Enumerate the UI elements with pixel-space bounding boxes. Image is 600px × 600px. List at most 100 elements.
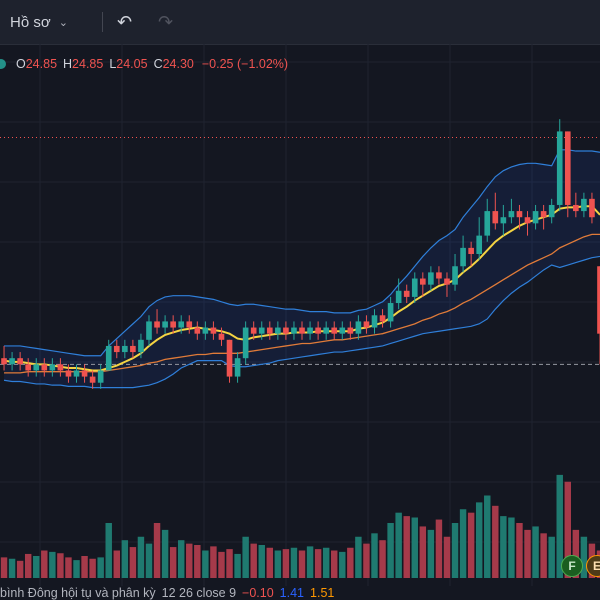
candle-body (508, 211, 515, 218)
candle-body (428, 272, 434, 285)
volume-bar (500, 516, 507, 578)
candle-body (371, 315, 378, 328)
volume-bar (564, 481, 572, 578)
candle-body (9, 358, 15, 365)
candle-body (331, 327, 338, 334)
candle-body (234, 358, 241, 377)
volume-bar (395, 512, 402, 578)
volume-bar (508, 517, 515, 578)
volume-bar (322, 547, 330, 578)
volume-bar (169, 547, 177, 578)
candle-body (49, 364, 56, 371)
volume-bar (89, 558, 96, 578)
volume-bar (186, 543, 193, 578)
volume-bar (121, 540, 129, 578)
volume-bar (492, 505, 499, 578)
volume-bar (435, 519, 443, 578)
candle-body (516, 211, 523, 218)
volume-bar (97, 557, 104, 578)
volume-bar (41, 550, 48, 578)
candle-body (460, 247, 466, 267)
candle-body (444, 278, 450, 285)
profile-dropdown[interactable]: Hồ sơ ⌄ (10, 10, 68, 34)
volume-bar (451, 523, 459, 578)
candle-body (226, 339, 233, 377)
candle-body (89, 376, 96, 383)
undo-icon[interactable]: ↶ (117, 11, 133, 32)
volume-bar (524, 529, 531, 578)
volume-bar (443, 536, 451, 578)
volume-bar (81, 556, 88, 578)
low-key: L (109, 57, 117, 71)
redo-icon[interactable]: ↷ (158, 11, 174, 32)
candle-body (41, 364, 48, 371)
open-key: O (16, 57, 26, 71)
volume-bar (475, 502, 483, 578)
candle-body (468, 247, 474, 254)
candle-body (1, 358, 7, 365)
profile-label: Hồ sơ (10, 13, 51, 31)
volume-bar (306, 546, 314, 578)
candle-body (548, 204, 555, 218)
volume-bar (194, 545, 201, 578)
candle-body (355, 321, 362, 334)
volume-bar (16, 560, 24, 578)
candle-body (122, 345, 128, 353)
candle-body (218, 333, 225, 340)
candle-body (339, 327, 346, 334)
volume-bar (145, 543, 153, 578)
candle-body (138, 339, 144, 353)
candle-body (556, 131, 563, 205)
volume-bar (371, 533, 378, 578)
volume-bar (459, 509, 467, 578)
candle-body (65, 370, 72, 377)
volume-bar (516, 523, 523, 578)
volume-bar (580, 536, 588, 578)
volume-bar (258, 545, 265, 578)
candle-body (275, 327, 281, 334)
volume-bar (250, 543, 257, 578)
candle-body (170, 321, 176, 328)
candle-body (540, 211, 547, 218)
candle-body (73, 370, 80, 377)
indicator-value-1: −0.10 (242, 586, 274, 600)
f-badge-icon[interactable]: F (561, 555, 583, 577)
volume-bar (218, 551, 225, 578)
candle-body (573, 204, 579, 212)
open-value: 24.85 (25, 57, 58, 71)
candle-body (130, 345, 136, 353)
candle-body (500, 217, 507, 224)
e-badge-icon[interactable]: E (586, 555, 600, 577)
candle-body (113, 345, 120, 353)
volume-bar (8, 558, 16, 578)
candle-body (484, 211, 491, 236)
price-chart[interactable] (0, 44, 600, 586)
candle-body (105, 345, 112, 371)
indicator-value-3: 1.51 (310, 586, 335, 600)
volume-bar (403, 516, 410, 578)
candle-body (202, 327, 209, 334)
volume-bar (290, 547, 298, 578)
volume-bar (33, 556, 40, 578)
candle-body (420, 278, 426, 285)
candle-body (476, 235, 483, 254)
volume-bar (266, 547, 274, 578)
volume-bar (532, 526, 539, 578)
volume-bar (105, 523, 112, 578)
candle-body (323, 327, 329, 334)
close-value: 24.30 (162, 57, 194, 71)
candle-body (25, 364, 32, 371)
candle-body (81, 370, 88, 377)
candle-body (387, 303, 394, 322)
top-toolbar: Hồ sơ ⌄ ↶ ↷ (0, 0, 600, 45)
volume-bar (202, 550, 209, 578)
candle-body (363, 321, 370, 328)
volume-bar (282, 549, 290, 578)
volume-bar (427, 529, 435, 578)
volume-bar (347, 547, 354, 578)
bollinger-upper-line (4, 149, 600, 357)
volume-bar (379, 540, 386, 578)
candle-body (57, 364, 64, 371)
candle-body (411, 278, 418, 297)
candle-body (242, 327, 249, 359)
